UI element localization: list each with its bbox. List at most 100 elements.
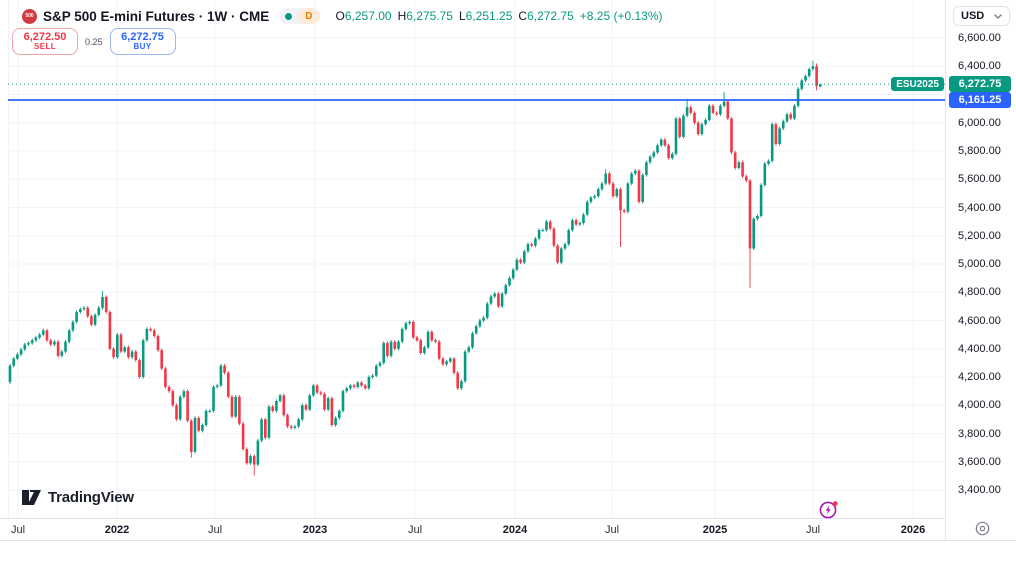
time-tick-label: 2026 [900,523,926,536]
price-tick-label: 6,400.00 [958,60,1001,73]
candle [45,328,49,342]
price-tick-label: 5,200.00 [958,229,1001,242]
time-tick-label: Jul [805,523,821,536]
candle [338,409,341,420]
candle [489,294,493,306]
candle [674,116,678,156]
candle [474,324,478,335]
candle [763,162,767,187]
candle [356,380,360,389]
price-tick-label: 4,400.00 [958,342,1001,355]
price-tick-label: 5,000.00 [958,258,1001,270]
tradingview-attribution[interactable]: TradingView [22,489,134,506]
candle [397,339,400,351]
candle [523,249,526,265]
tradingview-logo-text: TradingView [48,489,134,506]
lightning-icon[interactable] [819,500,839,520]
candle [197,416,200,433]
candle [334,416,337,427]
price-tick-label: 4,800.00 [958,286,1001,299]
candle [486,301,489,320]
price-tick-label: 6,600.00 [958,32,1001,44]
candle [308,393,311,412]
candle [119,332,123,354]
candle [312,383,315,398]
alert-line-axis-label[interactable]: 6,161.25 [949,91,1011,108]
low-readout: L6,251.25 [458,9,513,23]
trade-panel: 6,272.50 SELL 0.25 6,272.75 BUY [12,28,176,55]
candle [208,409,212,413]
candle [367,375,371,390]
candle [700,122,704,136]
ohlc-readout: O6,257.00 H6,275.75 L6,251.25 C6,272.75 … [336,9,663,23]
candle [685,98,689,118]
candle [412,320,415,340]
candle [519,258,522,265]
spread-value: 0.25 [85,36,103,47]
candle [582,212,585,225]
candle [497,291,500,309]
candle [449,356,452,364]
candle [149,327,152,333]
candle [378,361,382,368]
buy-button[interactable]: 6,272.75 BUY [109,28,176,55]
sell-button[interactable]: 6,272.50 SELL [12,28,78,55]
candle [112,347,115,359]
market-status-badge[interactable]: D [279,8,320,24]
candle [589,195,593,204]
candle [545,219,548,232]
price-tick-label: 4,000.00 [958,399,1001,412]
symbol-title[interactable]: S&P 500 E-mini Futures · 1W · CME [43,8,270,24]
candle [737,160,741,170]
candle [471,331,474,350]
candle [426,330,430,350]
candle [552,226,556,248]
currency-selector[interactable]: USD [953,6,1011,26]
candle [219,364,223,388]
high-readout: H6,275.75 [397,9,453,23]
candle [622,208,626,214]
candle [56,339,60,358]
candle [537,228,541,241]
candle [548,219,552,231]
candle [349,383,352,390]
candle [508,276,511,287]
candle [611,181,615,198]
candle [86,306,89,318]
candle [437,339,441,361]
candle [293,424,297,430]
candle [223,364,226,375]
candle [678,116,681,139]
candle [315,383,319,395]
candle [571,218,574,232]
candle [597,187,600,198]
candle [167,385,171,393]
candle [323,392,326,412]
price-tick-label: 3,400.00 [958,484,1001,496]
time-axis[interactable]: Jul 2022 Jul 2023 Jul 2024 Jul 2025 Jul 2026 [0,518,1016,541]
candle [67,328,71,344]
candle [689,105,693,115]
candle [27,341,30,347]
candle [541,228,545,232]
target-icon[interactable] [974,520,991,537]
candle [252,454,256,476]
candle [648,154,652,164]
price-tick-label: 3,600.00 [958,455,1001,468]
candle [301,403,304,422]
candle [386,341,389,358]
candle [34,335,38,342]
candle [201,423,204,433]
close-readout: C6,272.75 [518,9,574,23]
candle [748,178,752,288]
candle [593,194,596,200]
price-tick-label: 4,200.00 [958,371,1001,383]
price-axis[interactable]: USD 6,272.75 6,161.25 6,600.00 6,400.00 6,… [945,0,1016,540]
candle [249,454,252,465]
candle [75,310,78,324]
candle [793,104,796,121]
candle [733,150,737,170]
candle [682,113,685,139]
